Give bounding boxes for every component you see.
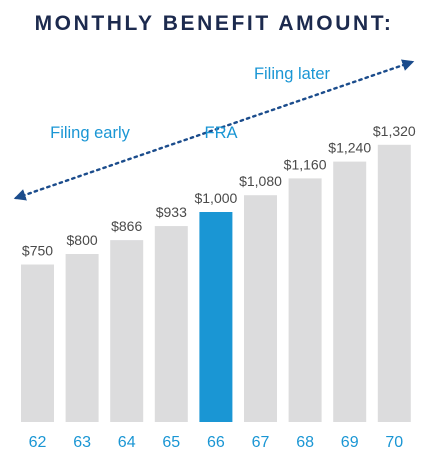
- bar-age-63: [65, 254, 99, 422]
- category-label-67: 67: [252, 434, 270, 451]
- value-label-67: $1,080: [239, 173, 282, 189]
- annotation-fra: FRA: [205, 124, 238, 142]
- value-label-64: $866: [111, 218, 142, 234]
- bars-layer: $750 62 $800 63 $866 64 $933 65 $1,000 66 $1,080 67…: [21, 123, 416, 451]
- bar-age-70: [377, 144, 411, 423]
- category-label-66: 66: [207, 434, 225, 451]
- value-label-62: $750: [22, 243, 53, 259]
- value-label-68: $1,160: [284, 156, 327, 172]
- annotation-filing-later: Filing later: [254, 65, 331, 83]
- value-label-70: $1,320: [373, 123, 416, 139]
- category-label-69: 69: [341, 434, 359, 451]
- category-label-63: 63: [73, 434, 91, 451]
- bar-age-64: [110, 240, 144, 422]
- value-label-65: $933: [156, 204, 187, 220]
- annotation-filing-early: Filing early: [50, 124, 131, 142]
- category-label-62: 62: [29, 434, 47, 451]
- value-label-69: $1,240: [328, 140, 371, 156]
- bar-age-66: [199, 212, 233, 422]
- chart-title: MONTHLY BENEFIT AMOUNT:: [34, 12, 394, 35]
- bar-age-69: [333, 161, 367, 422]
- bar-age-67: [244, 195, 277, 422]
- category-label-70: 70: [385, 434, 403, 451]
- bar-age-65: [154, 226, 188, 422]
- bar-age-68: [288, 178, 322, 422]
- timeline-arrow: [13, 59, 415, 201]
- bar-age-62: [21, 264, 54, 422]
- value-label-63: $800: [67, 232, 98, 248]
- category-label-65: 65: [162, 434, 180, 451]
- category-label-64: 64: [118, 434, 136, 451]
- value-label-66: $1,000: [194, 190, 237, 206]
- category-label-68: 68: [296, 434, 314, 451]
